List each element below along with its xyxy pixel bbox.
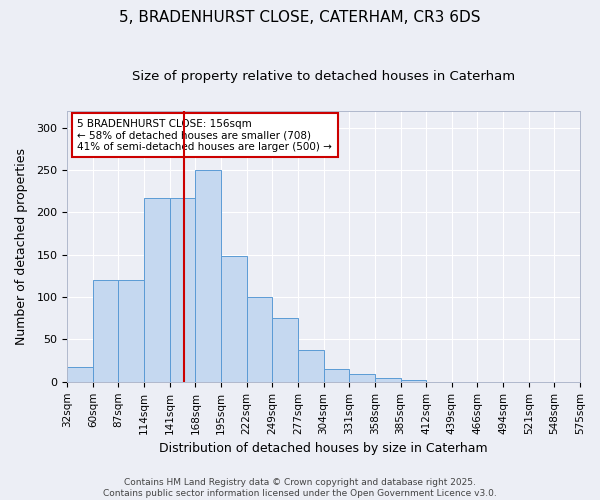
Bar: [67, 366, 93, 382]
Bar: [272, 318, 298, 382]
Text: 5 BRADENHURST CLOSE: 156sqm
← 58% of detached houses are smaller (708)
41% of se: 5 BRADENHURST CLOSE: 156sqm ← 58% of det…: [77, 118, 332, 152]
Y-axis label: Number of detached properties: Number of detached properties: [15, 148, 28, 344]
Text: Contains HM Land Registry data © Crown copyright and database right 2025.
Contai: Contains HM Land Registry data © Crown c…: [103, 478, 497, 498]
Bar: [93, 280, 118, 382]
Bar: [118, 280, 144, 382]
Bar: [247, 297, 272, 382]
Bar: [401, 380, 426, 382]
Text: 5, BRADENHURST CLOSE, CATERHAM, CR3 6DS: 5, BRADENHURST CLOSE, CATERHAM, CR3 6DS: [119, 10, 481, 25]
Bar: [170, 198, 196, 382]
Title: Size of property relative to detached houses in Caterham: Size of property relative to detached ho…: [132, 70, 515, 83]
Bar: [323, 369, 349, 382]
Bar: [196, 170, 221, 382]
Bar: [298, 350, 323, 382]
Bar: [349, 374, 375, 382]
X-axis label: Distribution of detached houses by size in Caterham: Distribution of detached houses by size …: [159, 442, 488, 455]
Bar: [144, 198, 170, 382]
Bar: [375, 378, 401, 382]
Bar: [221, 256, 247, 382]
